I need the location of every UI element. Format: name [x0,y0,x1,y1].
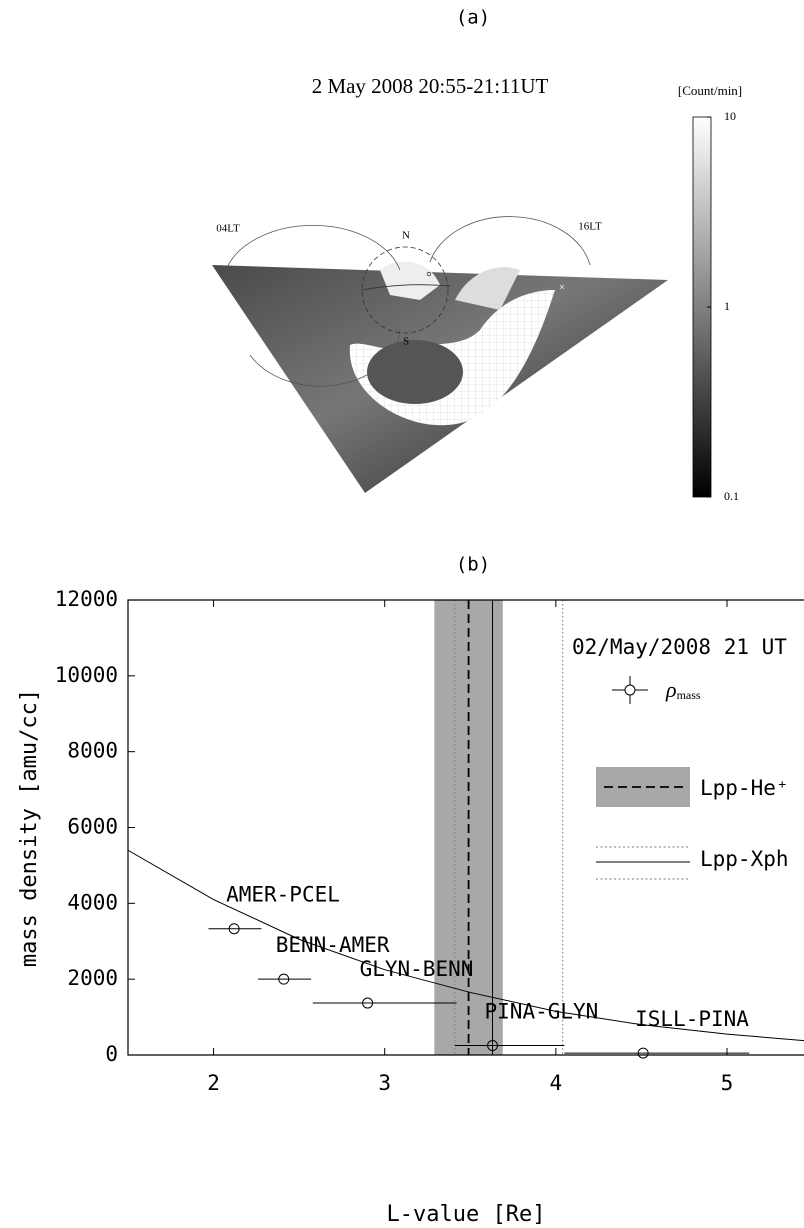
legend-marker [625,685,635,695]
legend-label: Lpp-Xph [700,847,789,871]
map-label: S [403,336,409,348]
figure: × (a) 2 May 2008 20:55-21:11UT 04LT 16LT N S [… [0,0,804,1228]
point-label: GLYN-BENN [360,957,474,981]
map-title: 2 May 2008 20:55-21:11UT [312,74,549,98]
map-image: × [212,217,668,493]
y-tick-label: 4000 [67,890,118,914]
y-tick-label: 6000 [67,815,118,839]
legend-label: ρmass [665,677,701,702]
point-label: ISLL-PINA [635,1007,749,1031]
y-axis-label: mass density [amu/cc] [17,689,42,967]
panel-title: (a) [456,7,490,29]
point-label: AMER-PCEL [226,883,340,907]
x-tick-label: 3 [378,1071,391,1095]
panel-title: (b) [456,554,490,576]
annotation: 02/May/2008 21 UT [572,635,787,659]
x-axis-label: L-value [Re] [387,1202,546,1227]
x-tick-label: 5 [721,1071,734,1095]
legend-symbol: ρ [665,677,677,702]
legend-subscript: mass [677,688,701,702]
colorbar-tick-label: 1 [724,299,730,313]
colorbar-tick-label: 0.1 [724,489,739,503]
point-label: PINA-GLYN [485,1000,599,1024]
y-tick-label: 2000 [67,966,118,990]
y-tick-label: 0 [105,1042,118,1066]
map-label: 04LT [216,223,240,235]
x-tick-label: 4 [550,1071,563,1095]
y-tick-label: 8000 [67,739,118,763]
y-tick-label: 10000 [55,663,118,687]
svg-text:×: × [559,282,565,294]
colorbar-tick-label: 10 [724,109,736,123]
legend-label: Lpp-He⁺ [700,776,789,800]
map-label: 16LT [578,221,602,233]
x-tick-label: 2 [207,1071,220,1095]
point-label: BENN-AMER [276,933,390,957]
y-tick-label: 12000 [55,587,118,611]
colorbar-label: [Count/min] [678,83,742,98]
map-label: N [402,230,410,242]
